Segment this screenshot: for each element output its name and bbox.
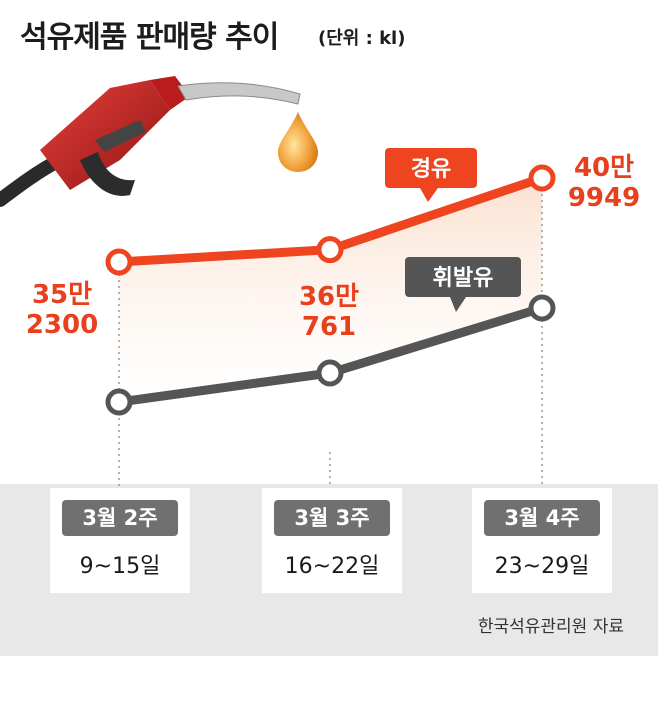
chart-title: 석유제품 판매량 추이 [20, 20, 279, 55]
gasoline-series-tag: 휘발유 [405, 257, 521, 312]
fuel-drop-icon [278, 112, 318, 172]
gasoline-point-1 [105, 388, 133, 416]
week-label-1: 3월 2주 [62, 500, 178, 536]
data-label-1-line2: 2300 [26, 310, 98, 340]
week-range-1: 9~15일 [79, 554, 161, 579]
unit-label: (단위 : kl) [318, 28, 406, 49]
area-fill [119, 178, 542, 402]
week-card-2: 3월 3주 16~22일 [262, 488, 402, 593]
data-label-2-line2: 761 [302, 312, 356, 342]
week-card-1: 3월 2주 9~15일 [50, 488, 190, 593]
data-label-2: 36만 761 [299, 282, 359, 342]
diesel-point-1 [105, 248, 133, 276]
week-label-2: 3월 3주 [274, 500, 390, 536]
source-note: 한국석유관리원 자료 [477, 617, 624, 637]
week-range-3: 23~29일 [494, 554, 590, 579]
data-label-3-line2: 9949 [568, 183, 640, 213]
data-label-2-line1: 36만 [299, 282, 359, 312]
diesel-point-2 [316, 236, 344, 264]
week-label-3: 3월 4주 [484, 500, 600, 536]
diesel-series-name: 경유 [411, 157, 451, 182]
diesel-point-3 [528, 164, 556, 192]
gasoline-point-3 [528, 294, 556, 322]
gasoline-series-name: 휘발유 [433, 266, 494, 291]
data-label-3-line1: 40만 [574, 153, 634, 183]
data-label-3: 40만 9949 [568, 153, 640, 213]
data-label-1-line1: 35만 [32, 280, 92, 310]
data-label-1: 35만 2300 [26, 280, 98, 340]
gasoline-point-2 [316, 359, 344, 387]
week-card-3: 3월 4주 23~29일 [472, 488, 612, 593]
fuel-nozzle-icon [0, 76, 301, 207]
week-range-2: 16~22일 [284, 554, 380, 579]
diesel-series-tag: 경유 [385, 148, 477, 202]
